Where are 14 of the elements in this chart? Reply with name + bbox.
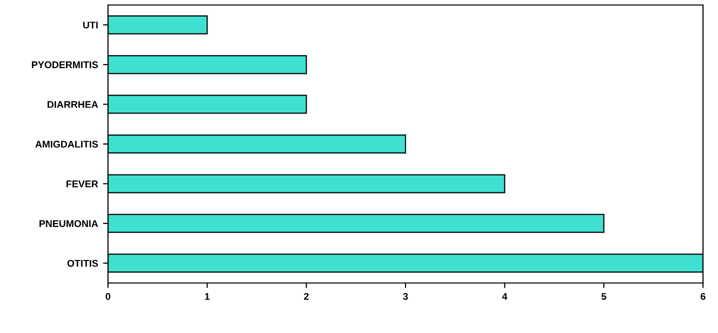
y-tick-label: PYODERMITIS [32,61,98,68]
x-tick-label: 6 [700,292,706,300]
x-tick-label: 5 [601,293,606,300]
y-tick-label: UTI [83,22,98,28]
x-tick-label: 3 [403,292,408,300]
y-tick-label: FEVER [66,180,98,188]
y-tick-label: DIARRHEA [48,101,98,108]
y-tick-label: PNEUMONIA [40,220,98,228]
y-tick-label: OTITIS [67,260,98,267]
x-tick-label: 4 [502,293,508,300]
x-tick-label: 0 [106,292,110,300]
x-tick-label: 2 [304,292,309,300]
y-tick-label: AMIGDALITIS [35,140,98,148]
x-tick-label: 1 [205,293,210,300]
